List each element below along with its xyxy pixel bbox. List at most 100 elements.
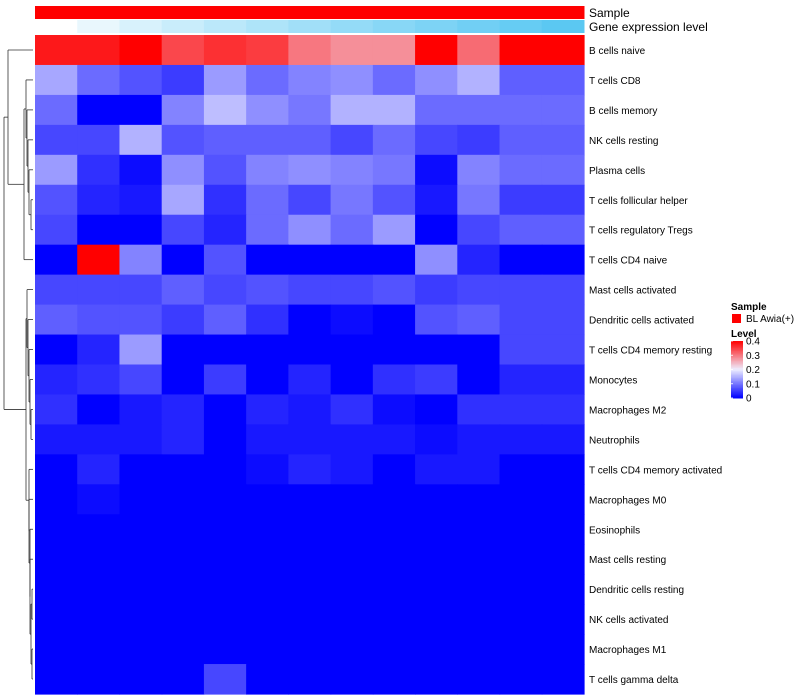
heatmap-cell [246,484,289,515]
heatmap-cell [415,574,458,605]
heatmap-cell [373,424,416,455]
heatmap-cell [119,35,162,66]
annotation-tracks [35,6,585,33]
heatmap-cell [246,424,289,455]
heatmap-cell [35,335,78,366]
heatmap-cell [542,544,585,575]
expression-track-cell [373,20,416,33]
heatmap-cell [500,484,543,515]
heatmap-cell [373,245,416,276]
heatmap-cell [500,65,543,96]
heatmap-cell [204,155,247,186]
heatmap-cell [204,215,247,246]
heatmap-cell [288,95,331,126]
heatmap-cell [246,454,289,485]
heatmap-cell [331,454,374,485]
heatmap-cell [77,335,120,366]
heatmap-cell [331,125,374,156]
heatmap-cell [204,484,247,515]
row-label: T cells regulatory Tregs [589,226,693,237]
heatmap-cell [204,634,247,665]
heatmap-cell [542,185,585,216]
row-label: Macrophages M1 [589,645,667,656]
heatmap-cell [204,394,247,425]
heatmap-cell [288,155,331,186]
heatmap-cell [119,95,162,126]
heatmap-cell [457,574,500,605]
heatmap-cell [162,275,205,306]
heatmap-cell [119,514,162,545]
heatmap-cell [288,634,331,665]
heatmap-cell [542,454,585,485]
heatmap-cell [119,424,162,455]
heatmap-cell [162,185,205,216]
heatmap-cell [542,245,585,276]
heatmap-cell [288,275,331,306]
heatmap-cell [119,634,162,665]
heatmap-cell [331,664,374,695]
sample-track-cell [35,6,78,19]
heatmap-cell [162,215,205,246]
heatmap-cell [331,215,374,246]
heatmap-cell [331,424,374,455]
heatmap-cell [373,275,416,306]
heatmap-cell [457,424,500,455]
row-label: T cells CD4 naive [589,256,668,267]
heatmap-cell [331,335,374,366]
heatmap-cell [373,365,416,396]
heatmap-cell [373,305,416,336]
row-label: B cells memory [589,106,657,117]
heatmap-cell [331,365,374,396]
heatmap-cell [35,215,78,246]
heatmap-cell [162,454,205,485]
heatmap-cell [415,544,458,575]
heatmap-cell [288,65,331,96]
heatmap-cell [162,574,205,605]
heatmap-cell [288,365,331,396]
row-label: Dendritic cells resting [589,585,684,596]
heatmap-cell [35,604,78,635]
heatmap-cell [35,454,78,485]
heatmap-cell [288,574,331,605]
heatmap-cell [246,365,289,396]
heatmap-cell [542,215,585,246]
heatmap-cell [288,305,331,336]
heatmap-cell [373,155,416,186]
row-labels: B cells naiveT cells CD8B cells memoryNK… [589,46,722,686]
heatmap-cell [246,514,289,545]
heatmap-cell [500,95,543,126]
heatmap-cell [35,394,78,425]
heatmap-cell [288,245,331,276]
heatmap-cell [162,335,205,366]
heatmap-cell [246,604,289,635]
row-dendrogram [4,50,33,679]
heatmap-cell [288,424,331,455]
heatmap-cell [331,484,374,515]
heatmap-cell [119,664,162,695]
heatmap-cell [35,245,78,276]
expression-track-cell [77,20,120,33]
heatmap-cell [415,305,458,336]
heatmap-cell [542,604,585,635]
heatmap-cell [288,484,331,515]
heatmap-cell [500,424,543,455]
heatmap-cell [77,394,120,425]
heatmap-cell [542,125,585,156]
row-label: Macrophages M2 [589,405,667,416]
heatmap-chart: SampleGene expression level B cells naiv… [0,0,800,700]
row-label: T cells CD4 memory activated [589,465,722,476]
heatmap-cell [246,335,289,366]
row-label: Monocytes [589,375,637,386]
heatmap-cell [373,185,416,216]
heatmap-cell [331,604,374,635]
heatmap-cell [500,335,543,366]
heatmap-cells [35,35,585,695]
heatmap-cell [288,514,331,545]
sample-track-cell [500,6,543,19]
heatmap-cell [373,95,416,126]
heatmap-cell [246,574,289,605]
expression-track-cell [415,20,458,33]
heatmap-cell [204,424,247,455]
heatmap-cell [119,305,162,336]
heatmap-cell [77,35,120,66]
